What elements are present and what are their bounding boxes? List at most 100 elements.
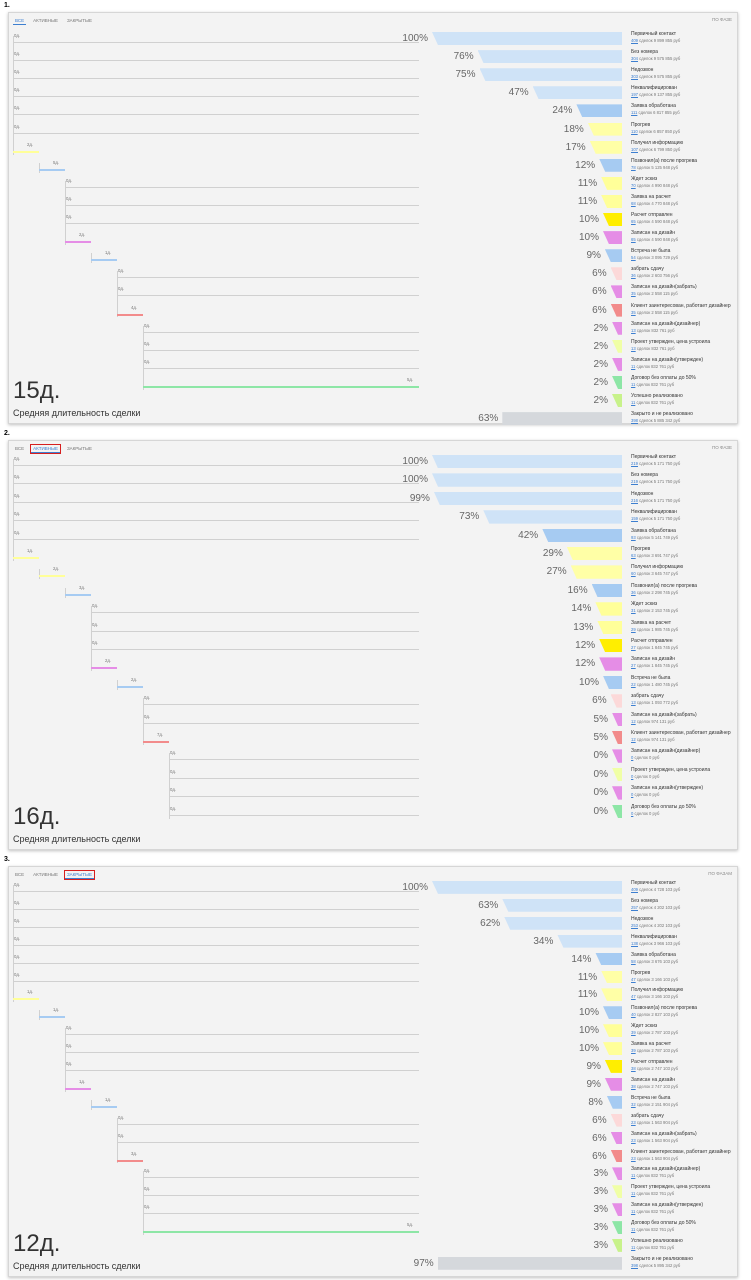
deal-count-link[interactable]: 31 <box>631 608 636 614</box>
stage-deals[interactable]: 39 сделок 2 787 103 руб <box>631 1048 678 1053</box>
deal-count-link[interactable]: 11 <box>631 1245 636 1250</box>
stage-bar[interactable] <box>612 375 622 389</box>
stage-deals[interactable]: 38 сделок 2 747 103 руб <box>631 1084 678 1089</box>
stage-deals[interactable]: 58 сделок 3 676 103 руб <box>631 959 678 964</box>
stage-bar[interactable] <box>432 473 622 487</box>
stage-bar[interactable] <box>603 213 622 227</box>
stage-deals[interactable]: 11 сделок 832 761 руб <box>631 364 674 369</box>
funnel-stage-row[interactable]: 0д. 24% Заявка обработана 111 сделок 6 817 … <box>9 102 737 120</box>
deal-count-link[interactable]: 54 <box>631 255 636 261</box>
stage-bar[interactable] <box>599 158 622 172</box>
stage-bar[interactable] <box>612 357 622 371</box>
deal-count-link[interactable]: 11 <box>631 363 636 369</box>
stage-bar[interactable] <box>603 231 622 245</box>
funnel-stage-row[interactable]: 0д. 0% Договор без оплаты до 50% 0 сделок 0… <box>9 803 737 821</box>
stage-bar[interactable] <box>591 583 622 598</box>
deal-count-link[interactable]: 138 <box>631 940 638 946</box>
stage-bar[interactable] <box>566 547 622 561</box>
stage-deals[interactable]: 13 сделок 1 093 772 руб <box>631 700 678 705</box>
stage-deals[interactable]: 40 сделок 2 827 103 руб <box>631 1012 678 1017</box>
deal-count-link[interactable]: 27 <box>631 663 636 669</box>
stage-deals[interactable]: 107 сделок 6 799 850 руб <box>631 147 680 152</box>
deal-count-link[interactable]: 65 <box>631 219 636 224</box>
deal-count-link[interactable]: 409 <box>631 38 638 43</box>
funnel-stage-row[interactable]: 0д. 99% Недозвон 216 сделок 5 171 750 руб <box>9 490 737 508</box>
stage-bar[interactable] <box>612 786 622 800</box>
deal-count-link[interactable]: 111 <box>631 110 638 116</box>
deal-count-link[interactable]: 398 <box>631 418 638 424</box>
stage-bar[interactable] <box>610 694 622 708</box>
stage-deals[interactable]: 54 сделок 3 095 729 руб <box>631 255 678 260</box>
stage-deals[interactable]: 0 сделок 0 руб <box>631 755 659 760</box>
funnel-stage-row[interactable]: 2д. 10% Записан на дизайн 65 сделок 4 590 8… <box>9 229 737 247</box>
deal-count-link[interactable]: 253 <box>631 922 638 928</box>
stage-bar[interactable] <box>612 1239 622 1252</box>
deal-count-link[interactable]: 11 <box>631 381 636 387</box>
stage-bar[interactable] <box>437 1256 622 1270</box>
deal-count-link[interactable]: 159 <box>631 516 638 522</box>
deal-count-link[interactable]: 11 <box>631 1173 636 1179</box>
funnel-stage-row[interactable]: 2д. 27% Получил информацию 60 сделок 3 645 … <box>9 563 737 581</box>
deal-count-link[interactable]: 409 <box>631 887 638 892</box>
stage-deals[interactable]: 0 сделок 0 руб <box>631 774 659 779</box>
stage-deals[interactable]: 11 сделок 832 761 руб <box>631 1227 674 1232</box>
funnel-stage-row[interactable]: 5д. 12% Позвонил(а) после прогрева 78 сдело… <box>9 157 737 175</box>
funnel-stage-row[interactable]: 5д. 2% Договор без оплаты до 50% 11 сделок … <box>9 374 737 392</box>
deal-count-link[interactable]: 36 <box>631 273 636 279</box>
funnel-stage-row[interactable]: 0д. 2% Записан на дизайн(утвержден) 11 сдел… <box>9 356 737 374</box>
tab-active[interactable]: АКТИВНЫЕ <box>33 18 58 23</box>
stage-bar[interactable] <box>610 1131 622 1145</box>
stage-deals[interactable]: 12 сделок 974 131 руб <box>631 737 675 742</box>
funnel-stage-row[interactable]: 63% Закрыто и не реализовано 398 сделок 5 … <box>9 410 737 428</box>
funnel-stage-row[interactable]: 1д. 29% Прогрев 63 сделок 3 691 747 руб <box>9 545 737 563</box>
funnel-stage-row[interactable]: 0д. 76% Без номера 304 сделок 9 575 855 руб <box>9 48 737 66</box>
stage-bar[interactable] <box>595 602 622 616</box>
deal-count-link[interactable]: 11 <box>631 1191 636 1197</box>
funnel-stage-row[interactable]: 1д. 11% Получил информацию 47 сделок 3 166 … <box>9 986 737 1004</box>
stage-bar[interactable] <box>432 32 622 46</box>
funnel-stage-row[interactable]: 4д. 6% Клиент заинтересован, работает диза… <box>9 302 737 320</box>
tab-all[interactable]: ВСЕ <box>15 872 25 877</box>
funnel-stage-row[interactable]: 0д. 0% Записан на дизайн(утвержден) 0 сдело… <box>9 784 737 802</box>
deal-count-link[interactable]: 22 <box>631 681 636 687</box>
stage-deals[interactable]: 303 сделок 9 575 855 руб <box>631 74 680 79</box>
stage-bar[interactable] <box>432 455 622 469</box>
funnel-stage-row[interactable]: 0д. 10% Заявка на расчет 39 сделок 2 787 10… <box>9 1040 737 1058</box>
stage-bar[interactable] <box>610 1149 622 1163</box>
stage-deals[interactable]: 257 сделок 4 202 103 руб <box>631 905 680 910</box>
funnel-stage-row[interactable]: 0д. 6% Записан на дизайн(забрать) 23 сделок… <box>9 1130 737 1148</box>
stage-deals[interactable]: 78 сделок 5 125 948 руб <box>631 165 678 170</box>
stage-deals[interactable]: 0 сделок 0 руб <box>631 811 659 816</box>
deal-count-link[interactable]: 0 <box>631 792 634 798</box>
funnel-stage-row[interactable]: 0д. 73% Неквалифицирован 159 сделок 5 171 7… <box>9 508 737 526</box>
stage-deals[interactable]: 65 сделок 4 590 848 руб <box>631 237 678 242</box>
stage-deals[interactable]: 23 сделок 1 563 904 руб <box>631 1120 678 1125</box>
stage-bar[interactable] <box>432 881 622 894</box>
funnel-stage-row[interactable]: 0д. 100% Первичный контакт 409 сделок 9 899… <box>9 30 737 48</box>
stage-bar[interactable] <box>603 675 622 690</box>
funnel-stage-row[interactable]: 0д. 6% забрать сдачу 13 сделок 1 093 772 ру… <box>9 692 737 710</box>
funnel-stage-row[interactable]: 0д. 34% Неквалифицирован 138 сделок 3 966 1… <box>9 933 737 951</box>
stage-deals[interactable]: 0 сделок 0 руб <box>631 792 659 797</box>
tab-closed[interactable]: ЗАКРЫТЫЕ <box>66 446 93 451</box>
stage-bar[interactable] <box>601 988 622 1002</box>
stage-bar[interactable] <box>603 1006 622 1020</box>
funnel-stage-row[interactable]: 1д. 9% Записан на дизайн 38 сделок 2 747 10… <box>9 1076 737 1094</box>
stage-deals[interactable]: 38 сделок 2 747 103 руб <box>631 1066 678 1071</box>
stage-deals[interactable]: 32 сделок 2 151 904 руб <box>631 1102 678 1107</box>
deal-count-link[interactable]: 35 <box>631 291 636 297</box>
stage-bar[interactable] <box>612 712 622 726</box>
stage-bar[interactable] <box>603 1024 622 1038</box>
stage-deals[interactable]: 13 сделок 832 761 руб <box>631 346 675 351</box>
funnel-stage-row[interactable]: 0д. 62% Недозвон 253 сделок 4 202 103 руб <box>9 915 737 933</box>
tab-closed[interactable]: ЗАКРЫТЫЕ <box>66 18 93 23</box>
funnel-stage-row[interactable]: 1д. 9% Встреча не была 54 сделок 3 095 729 … <box>9 247 737 265</box>
deal-count-link[interactable]: 32 <box>631 1101 636 1107</box>
deal-count-link[interactable]: 13 <box>631 345 636 351</box>
deal-count-link[interactable]: 68 <box>631 200 636 206</box>
stage-deals[interactable]: 35 сделок 2 558 115 руб <box>631 310 678 315</box>
stage-bar[interactable] <box>599 639 622 653</box>
stage-deals[interactable]: 27 сделок 1 845 745 руб <box>631 663 678 668</box>
stage-deals[interactable]: 398 сделок 5 895 342 руб <box>631 1263 680 1268</box>
deal-count-link[interactable]: 63 <box>631 553 636 558</box>
